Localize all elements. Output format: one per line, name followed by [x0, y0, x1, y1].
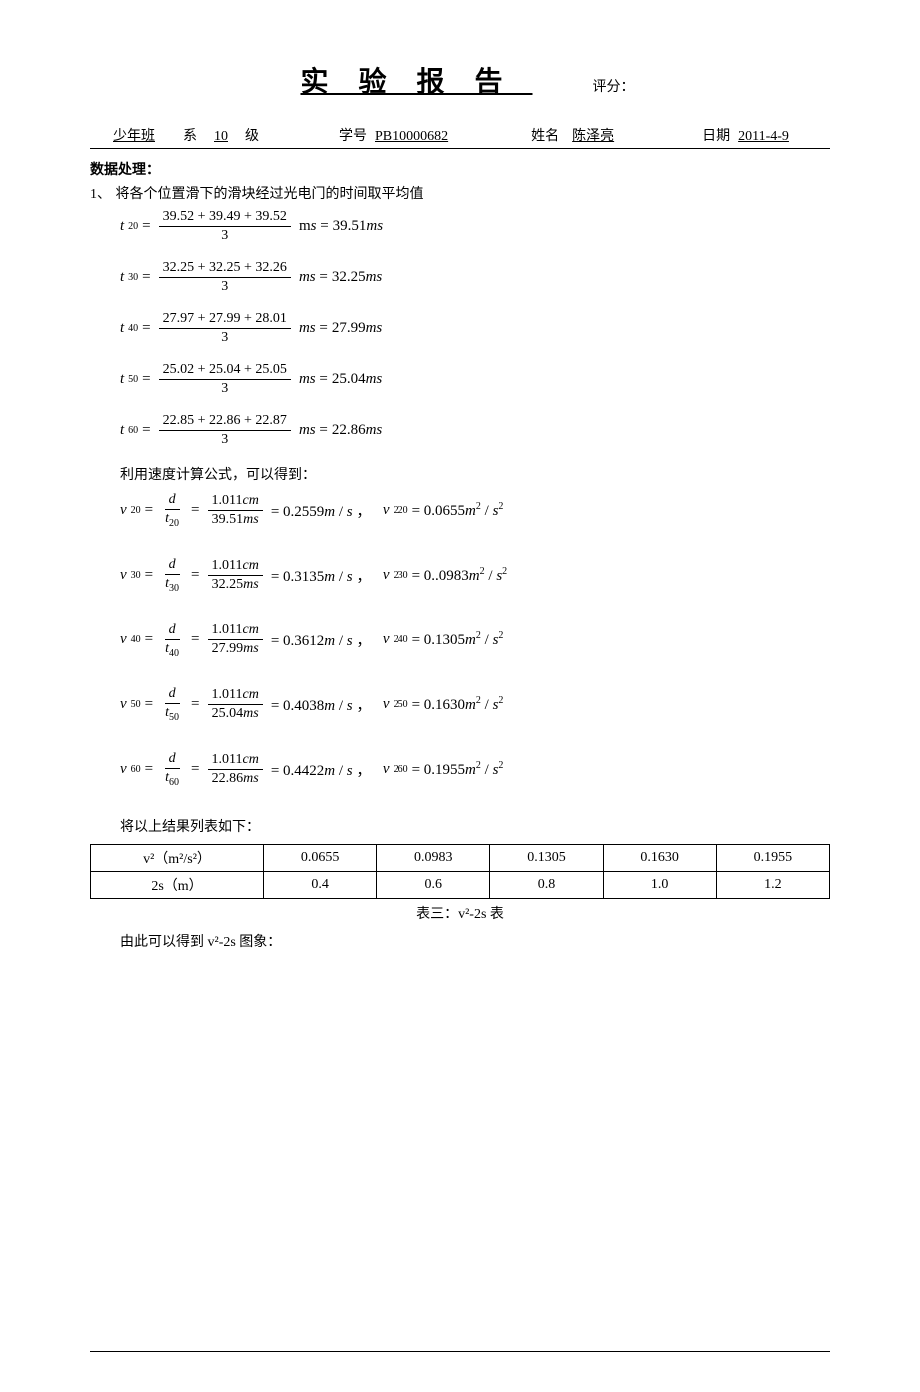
sid-label: 学号 — [339, 125, 367, 145]
table-cell: 1.0 — [603, 871, 716, 898]
grade-suffix: 级 — [245, 125, 259, 145]
equation-row: v40 = dt40 = 1.011cm27.99ms = 0.3612m / … — [120, 622, 830, 659]
row2-head: 2s（m） — [91, 871, 264, 898]
equation-row: v20 = dt20 = 1.011cm39.51ms = 0.2559m / … — [120, 492, 830, 529]
footer-line — [90, 1351, 830, 1352]
item-1-num: 1、 — [90, 183, 112, 203]
equation-row: t20 = 39.52 + 39.49 + 39.523ms = 39.51ms — [120, 209, 830, 244]
report-title: 实验报告 — [285, 60, 532, 100]
title-row: 实验报告 评分： — [90, 60, 830, 100]
table-cell: 0.6 — [377, 871, 490, 898]
table-row: 2s（m） 0.4 0.6 0.8 1.0 1.2 — [91, 871, 830, 898]
name-label: 姓名 — [531, 125, 559, 145]
table-cell: 1.2 — [716, 871, 829, 898]
equation-row: t40 = 27.97 + 27.99 + 28.013 ms = 27.99m… — [120, 311, 830, 346]
item-1: 1、 将各个位置滑下的滑块经过光电门的时间取平均值 — [90, 183, 830, 203]
equation-row: v60 = dt60 = 1.011cm22.86ms = 0.4422m / … — [120, 751, 830, 788]
equation-row: v30 = dt30 = 1.011cm32.25ms = 0.3135m / … — [120, 557, 830, 594]
item-1-text: 将各个位置滑下的滑块经过光电门的时间取平均值 — [116, 187, 424, 202]
table-caption: 表三：v²-2s 表 — [90, 903, 830, 923]
chart-intro: 由此可以得到 v²-2s 图象： — [120, 931, 830, 951]
results-table: v²（m²/s²） 0.0655 0.0983 0.1305 0.1630 0.… — [90, 844, 830, 899]
sid-value: PB10000682 — [372, 129, 451, 145]
section-title: 数据处理： — [90, 159, 830, 179]
equation-row: t50 = 25.02 + 25.04 + 25.053 ms = 25.04m… — [120, 362, 830, 397]
dept-suffix: 系 — [183, 125, 197, 145]
table-intro: 将以上结果列表如下： — [120, 816, 830, 836]
table-cell: 0.0983 — [377, 844, 490, 871]
date-value: 2011-4-9 — [735, 129, 792, 145]
dept-value: 少年班 — [110, 125, 158, 145]
grade-value: 10 — [202, 129, 240, 145]
table-cell: 0.8 — [490, 871, 603, 898]
table-row: v²（m²/s²） 0.0655 0.0983 0.1305 0.1630 0.… — [91, 844, 830, 871]
info-row: 少年班 系 10 级 学号 PB10000682 姓名 陈泽亮 日期 2011-… — [90, 125, 830, 149]
equation-row: t60 = 22.85 + 22.86 + 22.873 ms = 22.86m… — [120, 413, 830, 448]
score-label: 评分： — [593, 76, 635, 96]
table-cell: 0.1305 — [490, 844, 603, 871]
table-cell: 0.4 — [264, 871, 377, 898]
table-cell: 0.1955 — [716, 844, 829, 871]
row1-head: v²（m²/s²） — [91, 844, 264, 871]
table-cell: 0.1630 — [603, 844, 716, 871]
table-cell: 0.0655 — [264, 844, 377, 871]
name-value: 陈泽亮 — [564, 125, 622, 145]
speed-intro: 利用速度计算公式，可以得到： — [120, 464, 830, 484]
equation-row: v50 = dt50 = 1.011cm25.04ms = 0.4038m / … — [120, 686, 830, 723]
time-avg-equations: t20 = 39.52 + 39.49 + 39.523ms = 39.51ms… — [120, 209, 830, 448]
date-label: 日期 — [702, 125, 730, 145]
equation-row: t30 = 32.25 + 32.25 + 32.263 ms = 32.25m… — [120, 260, 830, 295]
velocity-equations: v20 = dt20 = 1.011cm39.51ms = 0.2559m / … — [120, 492, 830, 788]
